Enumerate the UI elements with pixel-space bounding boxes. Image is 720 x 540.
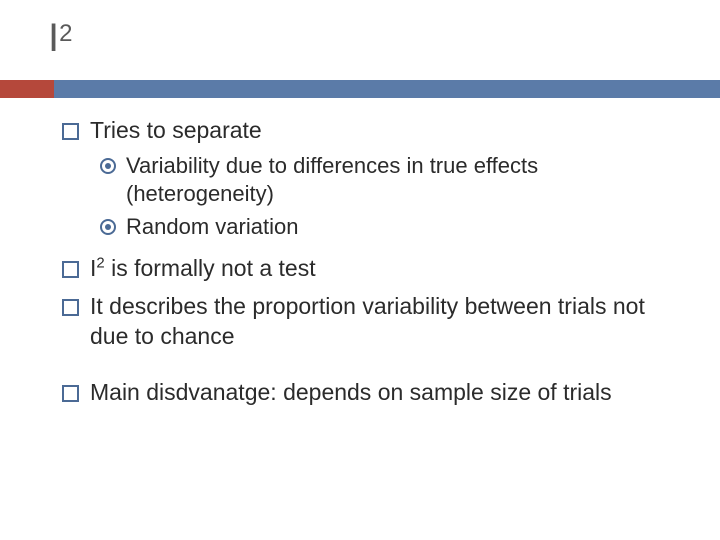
bullet-text: I2 is formally not a test xyxy=(90,255,316,281)
title-superscript: 2 xyxy=(59,20,72,47)
bullet-item: It describes the proportion variability … xyxy=(62,292,672,352)
title-divider xyxy=(0,80,720,98)
divider-blue xyxy=(54,80,720,98)
slide-title: I2 xyxy=(0,0,720,58)
sub-bullet-list: Variability due to differences in true e… xyxy=(100,152,672,242)
sub-bullet-item: Random variation xyxy=(100,213,672,242)
bullet-text: It describes the proportion variability … xyxy=(90,293,645,349)
divider-red xyxy=(0,80,54,98)
bullet-item: Main disdvanatge: depends on sample size… xyxy=(62,378,672,408)
bullet-text: Tries to separate xyxy=(90,117,262,143)
bullet-item: Tries to separate Variability due to diff… xyxy=(62,116,672,242)
title-base: I xyxy=(48,16,59,60)
bullet-list: Tries to separate Variability due to diff… xyxy=(62,116,672,408)
bullet-item: I2 is formally not a test xyxy=(62,254,672,285)
sub-bullet-item: Variability due to differences in true e… xyxy=(100,152,672,209)
bullet-text: Main disdvanatge: depends on sample size… xyxy=(90,379,612,405)
slide: { "title": { "base": "I", "sup": "2" }, … xyxy=(0,0,720,540)
slide-content: Tries to separate Variability due to diff… xyxy=(0,98,720,408)
